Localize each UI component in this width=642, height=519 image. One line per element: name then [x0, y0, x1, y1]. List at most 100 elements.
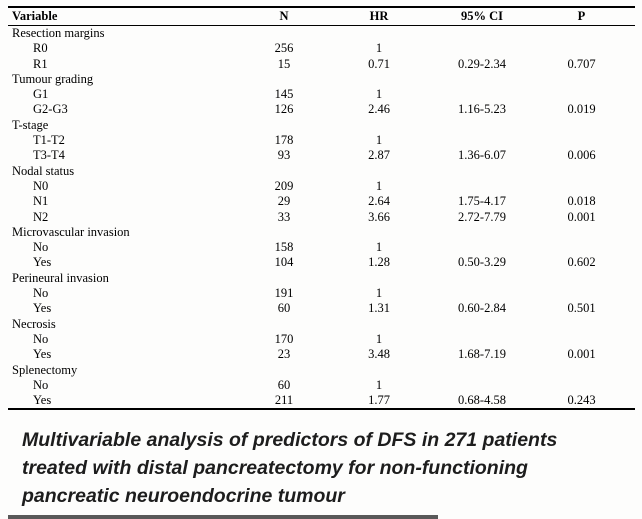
- table-row: No 158 1: [8, 240, 635, 255]
- column-header-variable: Variable: [8, 7, 220, 26]
- cell-p: 0.707: [567, 56, 596, 71]
- cell-ci: [410, 41, 554, 56]
- cell-n: 33: [277, 209, 291, 224]
- cell-p: [554, 179, 635, 194]
- cell-variable: G2-G3: [33, 102, 68, 117]
- cell-variable: R1: [33, 56, 48, 71]
- cell-p: 0.018: [567, 194, 596, 209]
- cell-p: 0.019: [567, 102, 596, 117]
- caption-line: Multivariable analysis of predictors of …: [22, 429, 558, 451]
- column-header-p: P: [554, 7, 635, 26]
- cell-hr: 1: [375, 41, 383, 56]
- cell-p: 0.602: [567, 255, 596, 270]
- caption-line: pancreatic neuroendocrine tumour: [22, 485, 345, 507]
- multivariable-analysis-table: Variable N HR 95% CI P Resection margins…: [8, 6, 635, 411]
- cell-ci: [410, 179, 554, 194]
- table-header-row: Variable N HR 95% CI P: [8, 7, 635, 26]
- cell-variable: T3-T4: [33, 148, 65, 163]
- cell-p: 0.006: [567, 148, 596, 163]
- cell-ci: [410, 286, 554, 301]
- group-label-row: Microvascular invasion: [8, 225, 635, 240]
- cell-p: 0.001: [567, 347, 596, 362]
- cell-ci: 0.50-3.29: [458, 255, 506, 270]
- table-row: Yes 23 3.48 1.68-7.19 0.001: [8, 347, 635, 362]
- cell-ci: [410, 240, 554, 255]
- cell-variable: No: [33, 331, 49, 346]
- cell-hr: 3.48: [368, 347, 390, 362]
- cell-ci: 1.16-5.23: [458, 102, 506, 117]
- cell-p: [554, 286, 635, 301]
- table-row: R0 256 1: [8, 41, 635, 56]
- cell-hr: 3.66: [368, 209, 390, 224]
- group-label-row: Resection margins: [8, 26, 635, 42]
- cell-variable: T1-T2: [33, 133, 65, 148]
- cell-variable: Yes: [33, 393, 52, 408]
- table-row: Yes 60 1.31 0.60-2.84 0.501: [8, 301, 635, 316]
- cell-variable: Yes: [33, 301, 52, 316]
- group-label: T-stage: [12, 117, 49, 132]
- cell-hr: 2.46: [368, 102, 390, 117]
- cell-hr: 1: [375, 178, 383, 193]
- cell-variable: Yes: [33, 255, 52, 270]
- table-row: G1 145 1: [8, 87, 635, 102]
- cell-n: 178: [274, 133, 294, 148]
- cell-variable: Yes: [33, 347, 52, 362]
- cell-n: 256: [274, 41, 294, 56]
- cell-hr: 2.87: [368, 148, 390, 163]
- cell-n: 93: [277, 148, 291, 163]
- table-row: N0 209 1: [8, 179, 635, 194]
- cell-p: [554, 133, 635, 148]
- group-label: Resection margins: [12, 26, 105, 40]
- cell-ci: 0.60-2.84: [458, 301, 506, 316]
- table-row: Yes 211 1.77 0.68-4.58 0.243: [8, 393, 635, 409]
- cell-ci: [410, 133, 554, 148]
- group-label: Tumour grading: [12, 71, 94, 86]
- cell-hr: 1: [375, 377, 383, 392]
- table-row: T1-T2 178 1: [8, 133, 635, 148]
- cell-n: 170: [274, 331, 294, 346]
- cell-variable: No: [33, 286, 49, 301]
- caption-line: treated with distal pancreatectomy for n…: [22, 457, 528, 479]
- group-label: Splenectomy: [12, 362, 78, 377]
- table-row: No 170 1: [8, 332, 635, 347]
- cell-n: 23: [277, 347, 291, 362]
- table-row: G2-G3 126 2.46 1.16-5.23 0.019: [8, 102, 635, 117]
- group-label-row: Nodal status: [8, 164, 635, 179]
- group-label-row: Tumour grading: [8, 72, 635, 87]
- group-label-row: Splenectomy: [8, 363, 635, 378]
- cell-n: 158: [274, 240, 294, 255]
- group-label-row: Perineural invasion: [8, 271, 635, 286]
- table-caption: Multivariable analysis of predictors of …: [22, 426, 557, 510]
- cell-n: 209: [274, 178, 294, 193]
- cell-variable: No: [33, 240, 49, 255]
- cell-p: [554, 87, 635, 102]
- cell-hr: 1.31: [368, 301, 390, 316]
- cell-ci: 0.68-4.58: [458, 393, 506, 408]
- cell-ci: 2.72-7.79: [458, 209, 506, 224]
- cell-ci: [410, 87, 554, 102]
- group-label: Nodal status: [12, 163, 75, 178]
- cell-n: 60: [277, 377, 291, 392]
- cell-n: 126: [274, 102, 294, 117]
- cell-hr: 1: [375, 87, 383, 102]
- cell-ci: 1.36-6.07: [458, 148, 506, 163]
- bottom-partial-bar: [8, 515, 438, 519]
- cell-hr: 1: [375, 331, 383, 346]
- group-label-row: T-stage: [8, 118, 635, 133]
- cell-hr: 1.28: [368, 255, 390, 270]
- cell-p: [554, 41, 635, 56]
- group-label: Necrosis: [12, 316, 56, 331]
- cell-p: 0.001: [567, 209, 596, 224]
- cell-hr: 2.64: [368, 194, 390, 209]
- cell-hr: 1: [375, 133, 383, 148]
- group-label: Microvascular invasion: [12, 224, 130, 239]
- cell-p: [554, 240, 635, 255]
- cell-n: 191: [274, 286, 294, 301]
- table-row: N1 29 2.64 1.75-4.17 0.018: [8, 194, 635, 209]
- table-row: N2 33 3.66 2.72-7.79 0.001: [8, 210, 635, 225]
- column-header-ci: 95% CI: [410, 7, 554, 26]
- table-row: T3-T4 93 2.87 1.36-6.07 0.006: [8, 148, 635, 163]
- cell-n: 104: [274, 255, 294, 270]
- table-row: No 191 1: [8, 286, 635, 301]
